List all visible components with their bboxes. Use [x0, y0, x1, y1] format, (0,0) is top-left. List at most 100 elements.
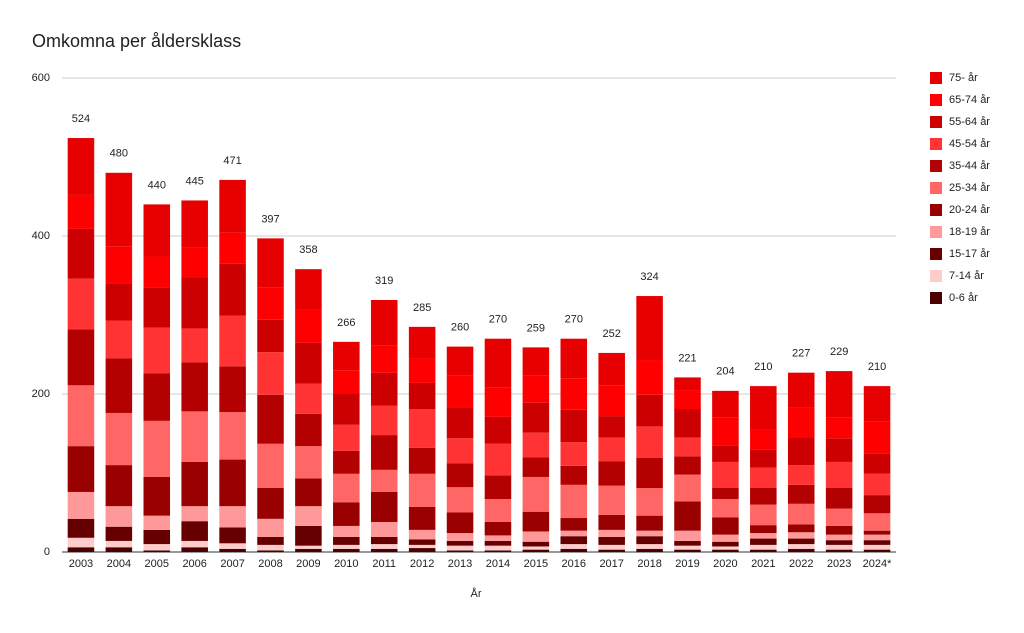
legend-swatch: [930, 94, 942, 106]
bar-segment: [750, 504, 777, 526]
bar-segment: [712, 488, 739, 500]
total-label: 229: [830, 346, 848, 358]
bar-segment: [257, 488, 284, 519]
legend-swatch: [930, 160, 942, 172]
bar-segment: [825, 544, 853, 550]
bar-segment: [712, 549, 739, 552]
bar-segment: [67, 278, 95, 330]
bar-segment: [257, 550, 284, 552]
bar-segment: [446, 550, 474, 552]
bar-segment: [863, 513, 891, 531]
bar-segment: [143, 256, 171, 288]
bar-segment: [219, 263, 246, 316]
total-label: 358: [299, 244, 317, 256]
bar-segment: [105, 465, 133, 507]
legend-label: 45-54 år: [949, 138, 990, 150]
bar-segment: [863, 421, 891, 454]
bar-segment: [67, 138, 95, 195]
bar-segment: [295, 383, 322, 414]
bar-segment: [787, 372, 815, 408]
bar-segment: [446, 407, 474, 439]
legend-swatch: [930, 204, 942, 216]
bar-segment: [825, 549, 853, 552]
bar-segment: [484, 545, 512, 551]
y-tick-label: 600: [32, 72, 50, 84]
bar-segment: [181, 328, 208, 363]
bar-segment: [446, 487, 474, 513]
legend-label: 0-6 år: [949, 292, 978, 304]
bar-segment: [105, 547, 133, 552]
bar-segment: [636, 530, 663, 537]
bar-segment: [863, 453, 891, 474]
bar-segment: [636, 515, 663, 531]
bar-segment: [674, 377, 701, 391]
bar-segment: [408, 409, 436, 448]
bar-segment: [257, 443, 284, 489]
bar-segment: [825, 534, 853, 541]
x-tick-label: 2006: [182, 558, 206, 570]
bar-segment: [143, 515, 171, 530]
bar-segment: [295, 309, 322, 343]
bar-segment: [257, 352, 284, 395]
bar-segment: [522, 511, 550, 532]
bar-segment: [787, 437, 815, 466]
bar-segment: [636, 544, 663, 549]
bar-segment: [333, 450, 360, 474]
legend-label: 18-19 år: [949, 226, 990, 238]
bar-segment: [787, 524, 815, 533]
total-label: 210: [754, 361, 772, 373]
bar-segment: [408, 326, 436, 359]
bar-segment: [67, 537, 95, 548]
bar-segment: [219, 527, 246, 544]
bar-segment: [787, 465, 815, 485]
legend-label: 65-74 år: [949, 94, 990, 106]
bar-segment: [674, 540, 701, 546]
x-tick-label: 2008: [258, 558, 282, 570]
bar-segment: [67, 518, 95, 538]
x-tick-label: 2011: [372, 558, 396, 570]
total-label: 324: [640, 271, 658, 283]
bar-segment: [333, 370, 360, 394]
total-label: 221: [678, 352, 696, 364]
total-label: 285: [413, 302, 431, 314]
x-tick-label: 2016: [562, 558, 586, 570]
legend-swatch: [930, 292, 942, 304]
bar-segment: [560, 465, 588, 485]
bar-segment: [370, 548, 398, 552]
bar-segment: [598, 514, 625, 530]
bar-segment: [825, 525, 853, 535]
bar-segment: [484, 499, 512, 522]
bar-segment: [67, 385, 95, 447]
bar-segment: [636, 426, 663, 458]
bar-segment: [333, 502, 360, 526]
bar-segment: [181, 277, 208, 329]
bar-segment: [295, 545, 322, 549]
bar-segment: [522, 476, 550, 512]
bar-segment: [446, 545, 474, 551]
x-tick-label: 2013: [448, 558, 472, 570]
bar-segment: [825, 461, 853, 489]
x-tick-label: 2005: [145, 558, 169, 570]
bar-segment: [143, 327, 171, 374]
bar-segment: [712, 517, 739, 535]
total-label: 210: [868, 361, 886, 373]
bar-segment: [370, 372, 398, 406]
bar-segment: [143, 550, 171, 552]
bar-segment: [408, 473, 436, 507]
bar-segment: [67, 194, 95, 229]
bar-segment: [712, 417, 739, 446]
x-axis-label: År: [471, 587, 482, 600]
bar-segment: [560, 536, 588, 545]
bar-segment: [750, 544, 777, 550]
legend-swatch: [930, 248, 942, 260]
bar-segment: [295, 548, 322, 552]
bar-segment: [636, 457, 663, 489]
bar-segment: [484, 443, 512, 476]
bar-segment: [636, 360, 663, 395]
bar-segment: [370, 405, 398, 436]
bar-segment: [750, 467, 777, 489]
bar-segment: [143, 373, 171, 421]
total-label: 204: [716, 366, 734, 378]
bar-segment: [787, 544, 815, 549]
bar-segment: [181, 362, 208, 412]
